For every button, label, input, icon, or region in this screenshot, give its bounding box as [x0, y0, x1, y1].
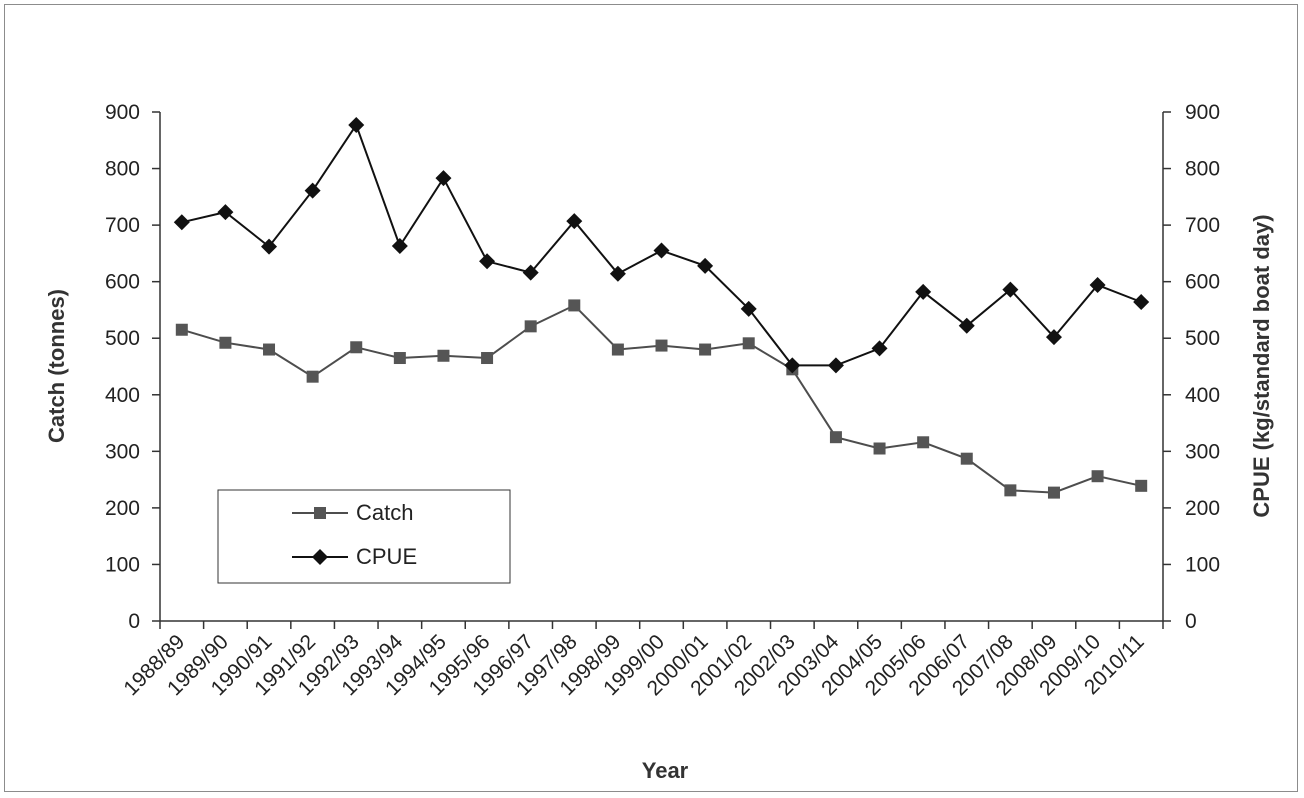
y-tick-label-right: 100 [1185, 553, 1220, 576]
y-tick-label-left: 600 [105, 271, 140, 294]
cpue-point [915, 283, 932, 300]
cpue-point [1045, 329, 1062, 346]
cpue-point [348, 117, 365, 134]
catch-point [611, 343, 624, 356]
cpue-point [173, 214, 190, 231]
catch-point [263, 343, 276, 356]
cpue-point [217, 204, 234, 221]
cpue-point [391, 238, 408, 255]
y-axis-title-right: CPUE (kg/standard boat day) [1249, 214, 1274, 517]
y-tick-label-right: 500 [1185, 327, 1220, 350]
cpue-point [740, 300, 757, 317]
catch-point [873, 442, 886, 455]
legend: Catch CPUE [217, 489, 511, 584]
series-layer [173, 117, 1150, 499]
catch-point [699, 343, 712, 356]
catch-point [524, 320, 537, 333]
catch-point [350, 341, 363, 354]
y-tick-label-left: 300 [105, 440, 140, 463]
y-tick-label-right: 900 [1185, 101, 1220, 124]
series-line-catch [181, 304, 1142, 494]
y-tick-label-right: 400 [1185, 384, 1220, 407]
cpue-point [784, 357, 801, 374]
catch-point [960, 452, 973, 465]
cpue-point [479, 253, 496, 270]
catch-point [1091, 470, 1104, 483]
y-tick-label-left: 800 [105, 158, 140, 181]
cpue-point [304, 182, 321, 199]
x-axis-title: Year [642, 758, 689, 783]
legend-cpue-label: CPUE [356, 544, 417, 569]
cpue-point [261, 238, 278, 255]
catch-point [1004, 484, 1017, 497]
y-tick-label-left: 400 [105, 384, 140, 407]
cpue-point [871, 340, 888, 357]
catch-point [1135, 479, 1148, 492]
catch-point [393, 352, 406, 365]
y-tick-label-left: 900 [105, 101, 140, 124]
y-tick-label-right: 0 [1185, 610, 1197, 633]
axes-layer: 0 0 100 100 200 200 300 300 400 400 500 500 600 600 70… [105, 101, 1220, 700]
catch-point [1047, 486, 1060, 499]
cpue-point [958, 317, 975, 334]
chart-frame [4, 4, 1298, 792]
catch-point [568, 299, 581, 312]
cpue-point [697, 257, 714, 274]
catch-point [175, 323, 188, 336]
cpue-point [522, 264, 539, 281]
catch-point [219, 336, 232, 349]
catch-point [306, 370, 319, 383]
cpue-point [609, 265, 626, 282]
catch-point [481, 352, 494, 365]
y-tick-label-right: 300 [1185, 440, 1220, 463]
y-tick-label-right: 700 [1185, 214, 1220, 237]
y-tick-label-left: 700 [105, 214, 140, 237]
cpue-point [435, 170, 452, 187]
y-tick-label-left: 0 [128, 610, 140, 633]
legend-box [217, 489, 511, 584]
y-axis-title-left: Catch (tonnes) [44, 289, 69, 443]
cpue-point [1089, 277, 1106, 294]
catch-point [742, 337, 755, 350]
cpue-point [653, 242, 670, 259]
legend-catch-marker [314, 507, 326, 519]
legend-catch-label: Catch [356, 500, 413, 525]
y-tick-label-right: 800 [1185, 158, 1220, 181]
cpue-point [827, 357, 844, 374]
catch-point [437, 349, 450, 362]
catch-point [917, 436, 930, 449]
y-tick-label-right: 200 [1185, 497, 1220, 520]
catch-point [829, 431, 842, 444]
y-tick-label-left: 100 [105, 553, 140, 576]
y-tick-label-left: 500 [105, 327, 140, 350]
cpue-point [566, 213, 583, 230]
cpue-point [1002, 281, 1019, 298]
y-tick-label-left: 200 [105, 497, 140, 520]
catch-point [655, 339, 668, 352]
cpue-point [1133, 294, 1150, 311]
y-tick-label-right: 600 [1185, 271, 1220, 294]
legend-cpue-marker [312, 549, 328, 565]
